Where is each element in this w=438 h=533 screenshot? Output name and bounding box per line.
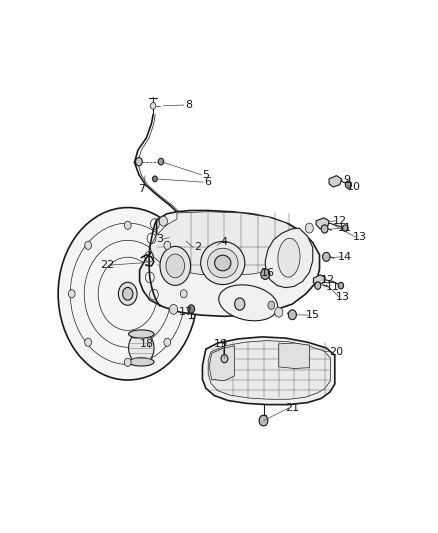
- Circle shape: [322, 252, 330, 261]
- Circle shape: [221, 354, 228, 363]
- Polygon shape: [265, 228, 313, 288]
- Text: 8: 8: [185, 100, 192, 110]
- Polygon shape: [202, 337, 335, 405]
- Text: 16: 16: [261, 268, 275, 278]
- Circle shape: [158, 158, 164, 165]
- Ellipse shape: [160, 246, 191, 285]
- Text: 11: 11: [326, 282, 340, 292]
- Text: 6: 6: [204, 177, 211, 187]
- Text: 2: 2: [194, 241, 201, 252]
- Ellipse shape: [58, 207, 197, 380]
- Polygon shape: [140, 211, 320, 317]
- Ellipse shape: [201, 241, 245, 285]
- Circle shape: [164, 338, 171, 346]
- Ellipse shape: [129, 358, 154, 366]
- Ellipse shape: [219, 285, 278, 321]
- Circle shape: [268, 301, 275, 309]
- Circle shape: [85, 338, 92, 346]
- Circle shape: [315, 282, 321, 289]
- Text: 15: 15: [306, 310, 320, 320]
- Circle shape: [275, 308, 283, 317]
- Text: 9: 9: [343, 175, 350, 185]
- Text: 17: 17: [178, 307, 192, 317]
- Ellipse shape: [118, 282, 137, 305]
- Polygon shape: [262, 269, 270, 276]
- Circle shape: [261, 269, 270, 279]
- Text: 20: 20: [329, 347, 343, 357]
- Text: 13: 13: [336, 292, 350, 302]
- Ellipse shape: [129, 332, 154, 364]
- Polygon shape: [329, 175, 342, 187]
- Circle shape: [170, 304, 178, 314]
- Circle shape: [288, 310, 297, 320]
- Ellipse shape: [215, 255, 231, 271]
- Circle shape: [68, 290, 75, 298]
- Ellipse shape: [208, 248, 238, 278]
- Polygon shape: [209, 346, 235, 381]
- Circle shape: [343, 225, 348, 231]
- Circle shape: [164, 241, 171, 249]
- Text: 22: 22: [100, 260, 114, 270]
- Text: 4: 4: [221, 237, 228, 247]
- Circle shape: [152, 176, 157, 182]
- Text: 18: 18: [139, 339, 153, 349]
- Polygon shape: [316, 218, 329, 229]
- Ellipse shape: [278, 238, 300, 277]
- Text: 3: 3: [156, 234, 163, 244]
- Text: 10: 10: [346, 182, 360, 192]
- Circle shape: [124, 358, 131, 366]
- Circle shape: [305, 223, 314, 233]
- Text: 14: 14: [338, 252, 352, 262]
- Text: 5: 5: [202, 170, 209, 180]
- Circle shape: [338, 282, 344, 289]
- Polygon shape: [208, 341, 330, 399]
- Polygon shape: [314, 275, 325, 286]
- Ellipse shape: [129, 330, 154, 338]
- Text: 13: 13: [353, 232, 367, 242]
- Circle shape: [188, 305, 194, 313]
- Text: 19: 19: [214, 339, 228, 349]
- Circle shape: [159, 216, 167, 226]
- Circle shape: [135, 158, 142, 166]
- Ellipse shape: [166, 254, 184, 278]
- Circle shape: [345, 181, 351, 188]
- Text: 11: 11: [338, 223, 352, 233]
- Circle shape: [235, 298, 245, 310]
- Ellipse shape: [123, 287, 133, 300]
- Circle shape: [321, 225, 328, 233]
- Circle shape: [85, 241, 92, 249]
- Circle shape: [259, 415, 268, 426]
- Text: 21: 21: [285, 403, 300, 413]
- Polygon shape: [279, 343, 309, 368]
- Circle shape: [151, 102, 156, 109]
- Polygon shape: [150, 212, 306, 276]
- Circle shape: [124, 221, 131, 229]
- Circle shape: [180, 290, 187, 298]
- Text: 12: 12: [321, 275, 335, 285]
- Text: 7: 7: [138, 184, 145, 194]
- Text: 12: 12: [333, 216, 347, 226]
